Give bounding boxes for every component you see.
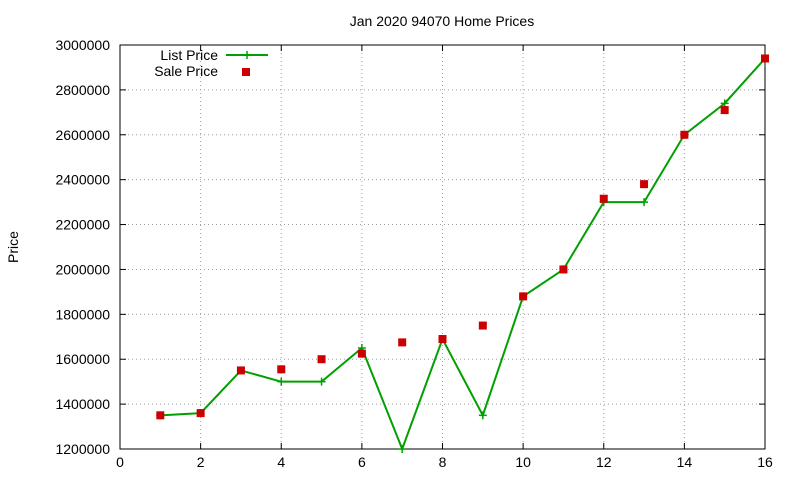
sale-price-point: [317, 355, 326, 364]
legend-label: List Price: [160, 47, 218, 63]
legend-sale-price-square: [242, 68, 250, 76]
sale-price-point: [277, 365, 286, 374]
y-tick-label: 1200000: [55, 441, 110, 457]
sale-price-point: [519, 292, 528, 301]
x-tick-label: 14: [677, 454, 693, 470]
x-tick-label: 12: [596, 454, 612, 470]
sale-price-point: [156, 411, 165, 420]
x-tick-label: 10: [515, 454, 531, 470]
x-tick-label: 0: [116, 454, 124, 470]
y-axis-tick-labels: 1200000 1400000 1600000 1800000 2000000 22000…: [55, 37, 110, 457]
x-tick-label: 4: [277, 454, 285, 470]
list-price-point: [720, 99, 729, 108]
x-tick-label: 2: [197, 454, 205, 470]
series-list-price: [156, 54, 769, 453]
list-price-point: [398, 445, 407, 453]
sale-price-point: [438, 335, 447, 344]
y-tick-label: 1400000: [55, 396, 110, 412]
sale-price-point: [680, 130, 689, 139]
axis-ticks: [119, 44, 766, 450]
x-tick-label: 16: [757, 454, 773, 470]
list-price-point: [478, 411, 487, 420]
y-tick-label: 2800000: [55, 82, 110, 98]
series-sale-price: [156, 54, 769, 420]
sale-price-point: [398, 338, 407, 347]
x-axis-tick-labels: 0 2 4 6 8 10 12 14 16: [116, 454, 773, 470]
y-tick-label: 2000000: [55, 261, 110, 277]
grid-lines: [120, 45, 765, 449]
list-price-point: [640, 198, 649, 207]
y-tick-label: 2600000: [55, 127, 110, 143]
x-tick-label: 6: [358, 454, 366, 470]
list-price-point: [277, 377, 286, 386]
sale-price-point: [478, 321, 487, 330]
chart-title: Jan 2020 94070 Home Prices: [350, 13, 534, 29]
legend-label: Sale Price: [154, 63, 218, 79]
sale-price-point: [357, 349, 366, 358]
x-tick-label: 8: [439, 454, 447, 470]
data-series: [156, 54, 769, 453]
y-tick-label: 3000000: [55, 37, 110, 53]
sale-price-point: [720, 106, 729, 115]
y-tick-label: 1800000: [55, 306, 110, 322]
y-tick-label: 2400000: [55, 172, 110, 188]
sale-price-point: [599, 194, 608, 203]
sale-price-point: [640, 180, 649, 189]
list-price-point: [317, 377, 326, 386]
sale-price-point: [236, 366, 245, 375]
y-tick-label: 2200000: [55, 217, 110, 233]
y-axis-label: Price: [5, 231, 21, 263]
sale-price-point: [196, 409, 205, 418]
y-tick-label: 1600000: [55, 351, 110, 367]
sale-price-point: [761, 54, 769, 63]
list-price-line: [160, 57, 766, 452]
sale-price-point: [559, 265, 568, 274]
